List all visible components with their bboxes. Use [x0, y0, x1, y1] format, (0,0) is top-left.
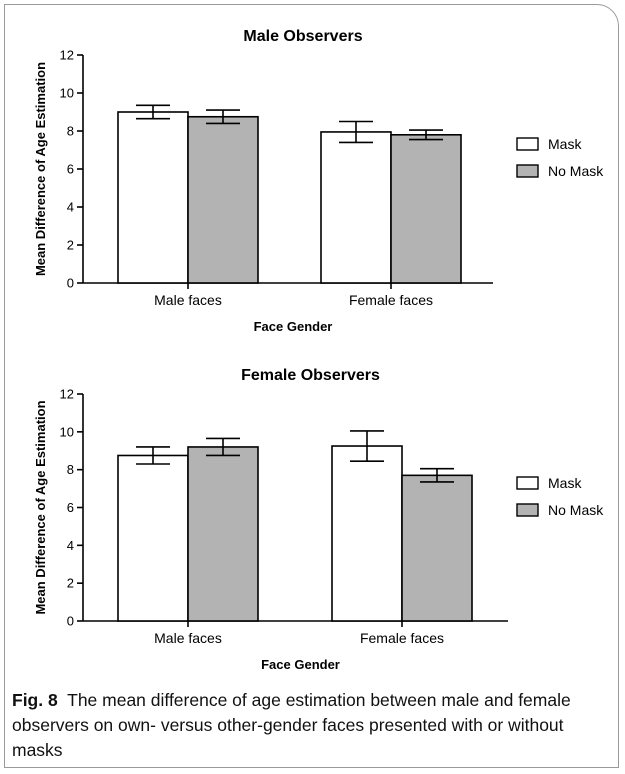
y-tick-label: 4 [67, 200, 74, 215]
figure-charts: Male Observers Mean Difference of Age Est… [33, 28, 604, 672]
figure-caption: Fig. 8 The mean difference of age estima… [12, 688, 602, 763]
bar-no-mask-2 [401, 474, 473, 622]
bar-no-mask-1 [187, 446, 259, 622]
bar-mask-1 [117, 111, 189, 284]
legend-label-mask: Mask [548, 475, 582, 491]
legend-swatch-mask [516, 137, 539, 151]
x-axis-label: Face Gender [261, 657, 340, 672]
y-tick-label: 12 [60, 48, 74, 63]
bar-no-mask-1 [187, 115, 259, 284]
bar-no-mask-2 [390, 134, 462, 284]
figure-frame [4, 4, 619, 768]
y-tick-label: 2 [67, 238, 74, 253]
y-tick-label: 12 [60, 387, 74, 402]
legend-swatch-mask [516, 476, 539, 490]
x-tick-label: Male faces [154, 630, 222, 646]
bar-mask-2 [331, 445, 403, 622]
y-tick-label: 0 [67, 276, 74, 291]
y-tick-label: 6 [67, 162, 74, 177]
x-tick-label: Female faces [349, 292, 433, 308]
caption-text: The mean difference of age estimation be… [12, 690, 571, 760]
y-tick-label: 10 [60, 86, 74, 101]
legend-swatch-no-mask [516, 503, 539, 517]
chart-title: Female Observers [241, 367, 380, 384]
legend-label-no-mask: No Mask [548, 502, 604, 518]
legend-label-no-mask: No Mask [548, 163, 604, 179]
legend-label-mask: Mask [548, 136, 582, 152]
caption-label: Fig. 8 [12, 690, 58, 710]
y-tick-label: 6 [67, 500, 74, 515]
x-axis-label: Face Gender [254, 319, 333, 334]
chart-panel-2: Female Observers Mean Difference of Age E… [33, 367, 604, 672]
y-tick-label: 0 [67, 614, 74, 629]
bar-mask-2 [320, 131, 392, 284]
legend-swatch-no-mask [516, 164, 539, 178]
y-axis-label: Mean Difference of Age Estimation [33, 400, 48, 614]
x-tick-label: Female faces [360, 630, 444, 646]
y-tick-label: 10 [60, 424, 74, 439]
x-tick-label: Male faces [154, 292, 222, 308]
y-axis-label: Mean Difference of Age Estimation [33, 62, 48, 276]
y-tick-label: 4 [67, 538, 74, 553]
y-tick-label: 2 [67, 576, 74, 591]
chart-title: Male Observers [243, 28, 362, 45]
chart-panel-1: Male Observers Mean Difference of Age Est… [33, 28, 604, 334]
y-tick-label: 8 [67, 124, 74, 139]
bar-mask-1 [117, 454, 189, 622]
y-tick-label: 8 [67, 462, 74, 477]
